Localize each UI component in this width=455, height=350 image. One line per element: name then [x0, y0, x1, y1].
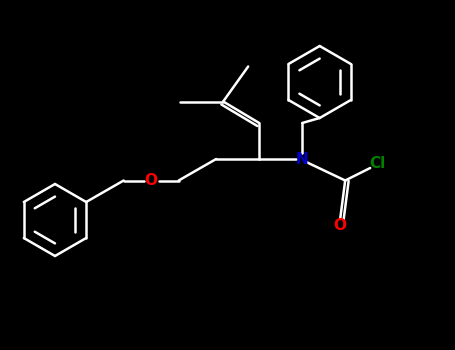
Text: O: O — [145, 173, 158, 188]
Text: N: N — [296, 152, 308, 167]
Text: Cl: Cl — [369, 155, 386, 170]
Text: O: O — [334, 218, 347, 233]
